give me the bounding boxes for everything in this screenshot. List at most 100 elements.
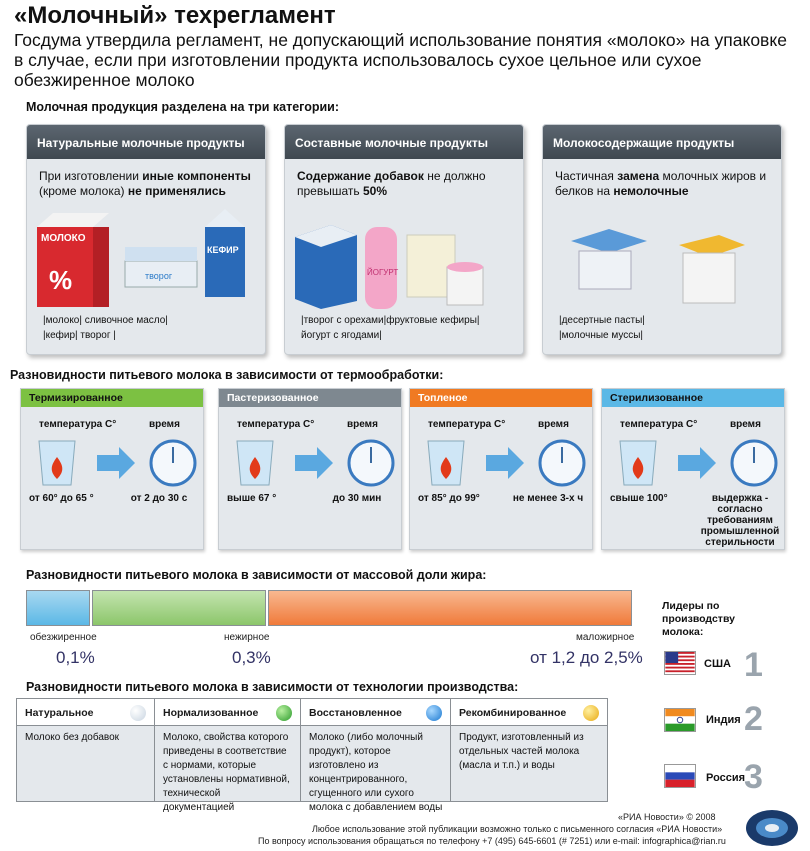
blue-ball-icon (426, 705, 442, 721)
russia-flag-icon (664, 764, 696, 788)
flame-icon (440, 457, 452, 479)
time-label: время (538, 419, 569, 430)
white-ball-icon (130, 705, 146, 721)
copyright: «РИА Новости» © 2008 (618, 812, 716, 822)
category-desc: При изготовлении иные компоненты (кроме … (39, 169, 251, 198)
tech-col-recombined: Рекомбинированное Продукт, изготовленный… (451, 699, 607, 801)
leaders-title: Лидеры по производству молока: (662, 600, 735, 638)
heat-name: Стерилизованное (602, 389, 784, 407)
tech-name: Восстановленное (309, 707, 402, 719)
category-card-composite: Составные молочные продукты Содержание д… (284, 124, 524, 355)
tech-desc: Молоко, свойства которого приведены в со… (163, 732, 290, 813)
footer-usage: Любое использование этой публикации возм… (312, 824, 723, 834)
tech-col-normalized: Нормализованное Молоко, свойства которог… (155, 699, 301, 813)
fat-label: маложирное (576, 632, 635, 643)
heat-name: Термизированное (21, 389, 203, 407)
tech-desc: Молоко (либо молочный продукт), которое … (309, 732, 443, 813)
kefir-pack-label: КЕФИР (207, 245, 239, 255)
arrow-icon (295, 447, 333, 479)
temp-value: свыше 100° (610, 493, 668, 504)
fat-bar-reduced (268, 590, 632, 626)
tech-desc: Молоко без добавок (25, 732, 120, 743)
time-label: время (730, 419, 761, 430)
temp-value: выше 67 ° (227, 493, 277, 504)
fat-bar-low (92, 590, 266, 626)
heat-card: Топленое температура С° время от 85° до 99°… (409, 388, 593, 550)
tech-col-natural: Натуральное Молоко без добавок (17, 699, 155, 801)
heat-card: Термизированное температура С° время от 60°… (20, 388, 204, 550)
flame-icon (249, 457, 261, 479)
time-label: время (149, 419, 180, 430)
leader-rank: 1 (744, 646, 763, 684)
leader-rank: 2 (744, 700, 763, 738)
heat-process-illustration (236, 439, 395, 487)
heat-process-illustration (38, 439, 197, 487)
yellow-ball-icon (583, 705, 599, 721)
tech-heading: Разновидности питьевого молока в зависим… (26, 680, 519, 694)
leader-country: США (704, 658, 731, 670)
category-examples: |творог с орехами|фруктовые кефиры| йогур… (301, 315, 480, 341)
page-subtitle: Госдума утвердила регламент, не допускаю… (14, 30, 787, 90)
temp-label: температура С° (620, 419, 698, 430)
dessert-cups-illustration (571, 229, 745, 304)
category-desc: Содержание добавок не должно превышать 5… (297, 169, 486, 198)
temp-label: температура С° (428, 419, 506, 430)
cottage-cheese-label: творог (145, 271, 173, 281)
yogurt-label: ЙОГУРТ (367, 268, 398, 277)
footer-contact: По вопросу использования обращаться по т… (258, 836, 726, 846)
heat-card: Пастеризованное температура С° время выше 6… (218, 388, 402, 550)
ria-logo-icon (746, 810, 798, 846)
arrow-icon (678, 447, 716, 479)
fat-bar-skim (26, 590, 90, 626)
fat-value: 0,3% (232, 648, 271, 667)
heat-name: Пастеризованное (219, 389, 401, 407)
category-examples: |молоко| сливочное масло| |кефир| творог … (43, 315, 168, 341)
temp-label: температура С° (39, 419, 117, 430)
dairy-packs-illustration: МОЛОКО % творог КЕФИР (37, 209, 245, 307)
heat-name: Топленое (410, 389, 592, 407)
tech-name: Рекомбинированное (459, 707, 567, 719)
tech-col-restored: Восстановленное Молоко (либо молочный пр… (301, 699, 451, 813)
usa-flag-icon (664, 651, 696, 675)
time-value: не менее 3-х ч (512, 493, 584, 504)
category-examples: |десертные пасты| |молочные муссы| (559, 315, 645, 341)
categories-heading: Молочная продукция разделена на три кате… (26, 100, 340, 114)
leader-country: Россия (706, 772, 746, 784)
tech-desc: Продукт, изготовленный из отдельных част… (459, 732, 584, 771)
temp-label: температура С° (237, 419, 315, 430)
temp-value: от 60° до 65 ° (29, 493, 94, 504)
green-ball-icon (276, 705, 292, 721)
fat-value: 0,1% (56, 648, 95, 667)
composite-packs-illustration: ЙОГУРТ (295, 225, 484, 309)
category-card-natural: Натуральные молочные продукты При изгото… (26, 124, 266, 355)
category-desc: Частичная замена молочных жиров и белков… (555, 169, 767, 198)
heat-process-illustration (619, 439, 778, 487)
category-title: Молокосодержащие продукты (543, 125, 781, 159)
heat-card: Стерилизованное температура С° время свыше … (601, 388, 785, 550)
time-value: от 2 до 30 с (130, 493, 188, 504)
milk-pack-label: МОЛОКО (41, 233, 86, 244)
leader-country: Индия (706, 714, 741, 726)
heat-heading: Разновидности питьевого молока в зависим… (10, 368, 444, 382)
category-title: Натуральные молочные продукты (27, 125, 265, 159)
arrow-icon (97, 447, 135, 479)
temp-value: от 85° до 99° (418, 493, 480, 504)
tech-name: Нормализованное (163, 707, 259, 719)
time-value: выдержка - согласно требованиям промышле… (700, 493, 780, 548)
tech-name: Натуральное (25, 707, 94, 719)
heat-process-illustration (427, 439, 586, 487)
percent-label: % (49, 265, 72, 295)
flame-icon (51, 457, 63, 479)
time-label: время (347, 419, 378, 430)
fat-label: обезжиренное (30, 632, 97, 643)
flame-icon (632, 457, 644, 479)
page-title: «Молочный» техрегламент (14, 2, 336, 29)
category-title: Составные молочные продукты (285, 125, 523, 159)
leader-rank: 3 (744, 758, 763, 796)
tech-table: Натуральное Молоко без добавок Нормализо… (16, 698, 608, 813)
arrow-icon (486, 447, 524, 479)
fat-heading: Разновидности питьевого молока в зависим… (26, 568, 487, 582)
category-card-milk-containing: Молокосодержащие продукты Частичная заме… (542, 124, 782, 355)
fat-value: от 1,2 до 2,5% (530, 648, 643, 667)
india-flag-icon (664, 708, 696, 732)
